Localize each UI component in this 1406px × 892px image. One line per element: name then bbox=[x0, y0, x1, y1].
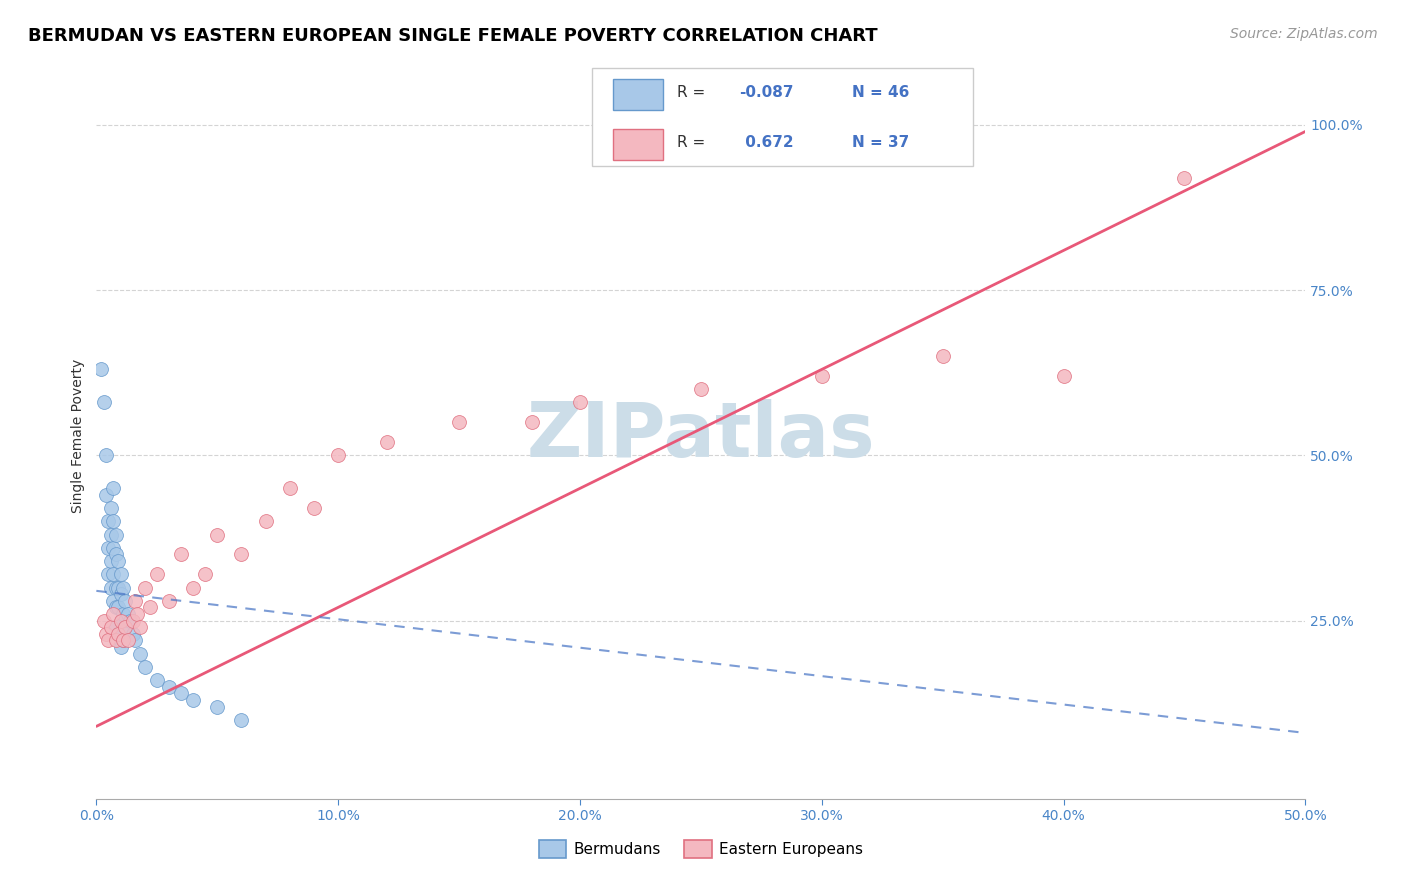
Point bbox=[328, 448, 350, 462]
Point bbox=[302, 501, 325, 516]
Point bbox=[103, 515, 125, 529]
Point bbox=[100, 581, 122, 595]
Point bbox=[93, 614, 115, 628]
Point bbox=[93, 395, 115, 409]
Point bbox=[194, 567, 217, 582]
Point bbox=[114, 593, 136, 607]
Point bbox=[810, 369, 832, 384]
Point bbox=[107, 600, 129, 615]
Point bbox=[97, 515, 120, 529]
Point bbox=[110, 640, 132, 654]
Point bbox=[107, 581, 129, 595]
Point bbox=[146, 673, 169, 687]
Point bbox=[1052, 369, 1074, 384]
Point bbox=[104, 633, 127, 648]
Point bbox=[254, 515, 277, 529]
Point bbox=[111, 633, 134, 648]
FancyBboxPatch shape bbox=[613, 129, 664, 160]
Point bbox=[117, 607, 139, 621]
Point bbox=[107, 554, 129, 568]
Legend: Bermudans, Eastern Europeans: Bermudans, Eastern Europeans bbox=[533, 834, 869, 864]
Point bbox=[689, 382, 711, 396]
Point bbox=[103, 541, 125, 555]
Point bbox=[124, 593, 146, 607]
Point bbox=[231, 548, 253, 562]
Point bbox=[121, 627, 143, 641]
Point bbox=[121, 614, 143, 628]
Point bbox=[94, 488, 117, 502]
Point bbox=[110, 567, 132, 582]
Point bbox=[120, 614, 142, 628]
Point bbox=[124, 633, 146, 648]
Point bbox=[114, 620, 136, 634]
Point bbox=[97, 541, 120, 555]
Point bbox=[103, 593, 125, 607]
Point bbox=[104, 527, 127, 541]
Point bbox=[1173, 170, 1195, 185]
Point bbox=[170, 686, 193, 700]
Point bbox=[100, 620, 122, 634]
Point bbox=[114, 620, 136, 634]
Point bbox=[111, 607, 134, 621]
Point bbox=[104, 600, 127, 615]
Point bbox=[100, 501, 122, 516]
Text: Source: ZipAtlas.com: Source: ZipAtlas.com bbox=[1230, 27, 1378, 41]
Point bbox=[127, 607, 149, 621]
Point bbox=[104, 581, 127, 595]
Text: ZIPatlas: ZIPatlas bbox=[527, 399, 875, 473]
FancyBboxPatch shape bbox=[592, 69, 973, 167]
Point bbox=[170, 548, 193, 562]
Point bbox=[110, 614, 132, 628]
Point bbox=[94, 448, 117, 462]
FancyBboxPatch shape bbox=[613, 79, 664, 110]
Point bbox=[134, 581, 156, 595]
Text: BERMUDAN VS EASTERN EUROPEAN SINGLE FEMALE POVERTY CORRELATION CHART: BERMUDAN VS EASTERN EUROPEAN SINGLE FEMA… bbox=[28, 27, 877, 45]
Point bbox=[111, 581, 134, 595]
Point bbox=[157, 593, 180, 607]
Point bbox=[90, 362, 112, 376]
Point bbox=[231, 713, 253, 727]
Point bbox=[103, 482, 125, 496]
Point bbox=[103, 567, 125, 582]
Y-axis label: Single Female Poverty: Single Female Poverty bbox=[72, 359, 86, 513]
Point bbox=[181, 693, 204, 707]
Point bbox=[138, 600, 160, 615]
Point bbox=[128, 620, 150, 634]
Point bbox=[100, 554, 122, 568]
Text: R =: R = bbox=[676, 85, 710, 100]
Point bbox=[568, 395, 591, 409]
Point bbox=[104, 620, 127, 634]
Point bbox=[111, 633, 134, 648]
Point bbox=[107, 627, 129, 641]
Point bbox=[157, 680, 180, 694]
Point bbox=[103, 607, 125, 621]
Point bbox=[181, 581, 204, 595]
Point bbox=[97, 633, 120, 648]
Text: 0.672: 0.672 bbox=[740, 135, 793, 150]
Point bbox=[207, 527, 229, 541]
Text: N = 46: N = 46 bbox=[852, 85, 910, 100]
Point bbox=[134, 660, 156, 674]
Point bbox=[278, 482, 301, 496]
Point bbox=[97, 567, 120, 582]
Point bbox=[520, 415, 543, 429]
Point bbox=[100, 527, 122, 541]
Text: N = 37: N = 37 bbox=[852, 135, 910, 150]
Point bbox=[128, 647, 150, 661]
Point bbox=[107, 627, 129, 641]
Point bbox=[110, 614, 132, 628]
Point bbox=[104, 548, 127, 562]
Text: -0.087: -0.087 bbox=[740, 85, 794, 100]
Point bbox=[110, 587, 132, 601]
Point bbox=[94, 627, 117, 641]
Point bbox=[207, 699, 229, 714]
Point bbox=[146, 567, 169, 582]
Point bbox=[931, 349, 953, 363]
Point bbox=[449, 415, 471, 429]
Point bbox=[375, 435, 398, 450]
Point bbox=[117, 633, 139, 648]
Text: R =: R = bbox=[676, 135, 710, 150]
